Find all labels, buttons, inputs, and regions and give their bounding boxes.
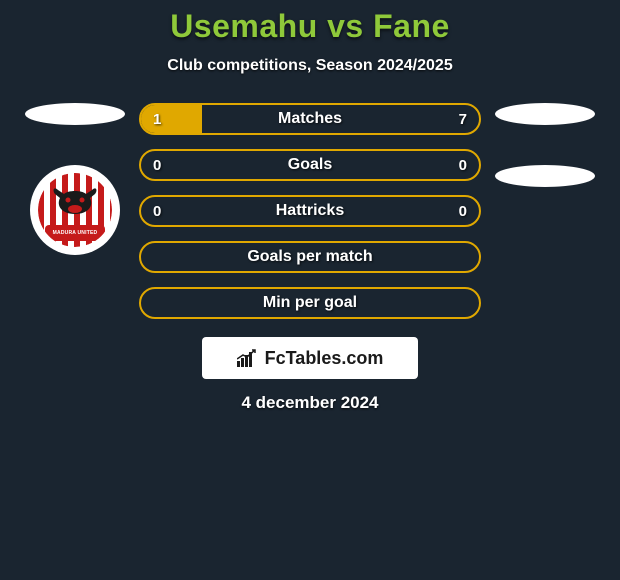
country-flag-left-placeholder-icon: [25, 103, 125, 125]
stat-value-right: 0: [459, 151, 467, 179]
club-badge-ribbon: MADURA UNITED: [45, 225, 105, 241]
stat-bar: Goals per match: [139, 241, 481, 273]
club-badge-left: MADURA UNITED: [30, 165, 120, 255]
stat-label: Goals: [141, 151, 479, 179]
bars-chart-icon: [237, 349, 259, 367]
date-text: 4 december 2024: [0, 393, 620, 413]
stat-bar-fill-left: [141, 105, 202, 133]
main-row: MADURA UNITED 17Matches00Goals00Hattrick…: [0, 103, 620, 319]
stat-bar: 17Matches: [139, 103, 481, 135]
stat-label: Goals per match: [141, 243, 479, 271]
stat-value-right: 0: [459, 197, 467, 225]
page-title: Usemahu vs Fane: [0, 8, 620, 45]
club-badge-right-placeholder-icon: [495, 165, 595, 187]
stat-value-left: 0: [153, 197, 161, 225]
comparison-container: Usemahu vs Fane Club competitions, Seaso…: [0, 0, 620, 413]
brand-box[interactable]: FcTables.com: [202, 337, 418, 379]
stat-label: Hattricks: [141, 197, 479, 225]
left-column: MADURA UNITED: [25, 103, 125, 255]
stat-label: Min per goal: [141, 289, 479, 317]
stat-bars: 17Matches00Goals00HattricksGoals per mat…: [139, 103, 481, 319]
brand-text: FcTables.com: [265, 348, 384, 369]
stat-bar: 0 0Hattricks: [139, 195, 481, 227]
page-subtitle: Club competitions, Season 2024/2025: [0, 57, 620, 75]
stat-value-right: 7: [459, 105, 467, 133]
country-flag-right-placeholder-icon: [495, 103, 595, 125]
bull-icon: [52, 184, 98, 218]
right-column: [495, 103, 595, 187]
stat-bar: Min per goal: [139, 287, 481, 319]
stat-value-left: 0: [153, 151, 161, 179]
stat-bar: 0 0Goals: [139, 149, 481, 181]
club-badge-left-inner: MADURA UNITED: [38, 173, 112, 247]
